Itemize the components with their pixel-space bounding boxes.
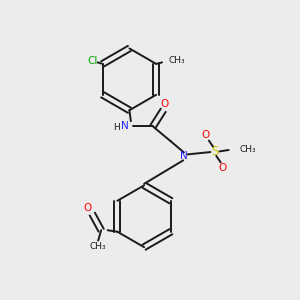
Text: O: O xyxy=(202,130,210,140)
Text: CH₃: CH₃ xyxy=(240,146,256,154)
Text: CH₃: CH₃ xyxy=(90,242,106,251)
Text: N: N xyxy=(180,151,188,161)
Text: O: O xyxy=(160,99,169,110)
Text: N: N xyxy=(121,122,128,131)
Text: CH₃: CH₃ xyxy=(169,56,185,65)
Text: H: H xyxy=(113,123,119,132)
Text: O: O xyxy=(84,202,92,213)
Text: O: O xyxy=(218,163,226,173)
Text: Cl: Cl xyxy=(87,56,98,66)
Text: S: S xyxy=(211,145,218,158)
